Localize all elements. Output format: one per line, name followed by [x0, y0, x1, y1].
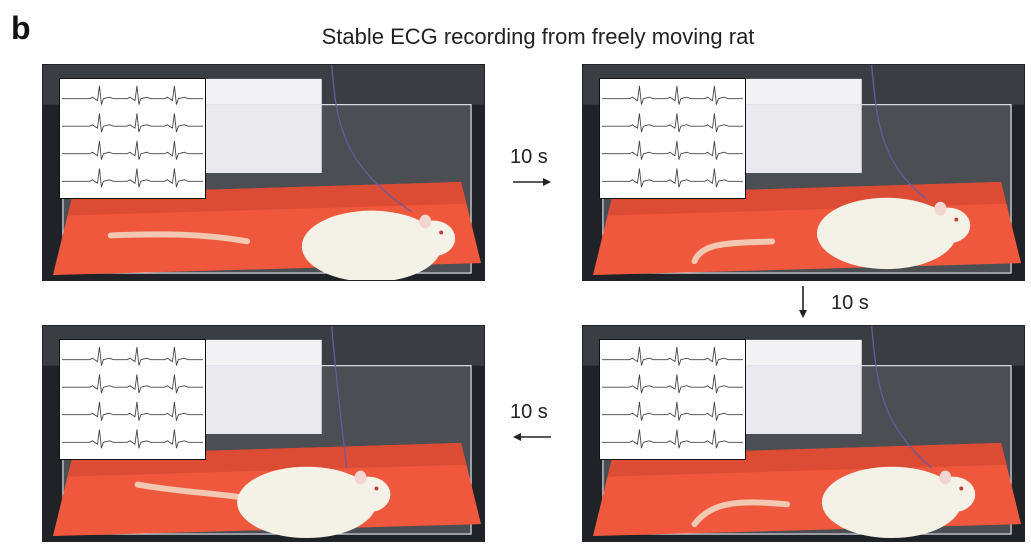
interval-label-3: 10 s [510, 401, 548, 423]
rat-eye [959, 486, 964, 491]
tether-cable [871, 326, 932, 469]
ecg-trace [61, 401, 204, 421]
ecg-inset [59, 78, 206, 199]
ecg-trace [601, 429, 744, 449]
photo-frame-4 [582, 325, 1025, 542]
ecg-trace [601, 140, 744, 160]
ecg-trace [601, 374, 744, 394]
paper-sheet [742, 78, 862, 173]
ecg-inset [599, 78, 746, 199]
scene-image [583, 326, 1024, 541]
ecg-trace [61, 374, 204, 394]
rat-tail [107, 231, 251, 245]
photo-frame-1 [42, 64, 485, 281]
photo-frame-2 [582, 64, 1025, 281]
rat-eye [374, 486, 379, 491]
interval-label-1: 10 s [510, 146, 548, 168]
floor-shade [67, 181, 467, 216]
rat-ear [419, 214, 432, 229]
ecg-trace [61, 429, 204, 449]
ecg-inset [599, 339, 746, 460]
ecg-trace [601, 168, 744, 188]
tether-cable [871, 65, 927, 200]
ecg-inset [59, 339, 206, 460]
figure-title: Stable ECG recording from freely moving … [321, 24, 755, 49]
rat-eye [954, 217, 959, 222]
rat-body [816, 197, 957, 270]
floor-shade [607, 181, 1007, 216]
ecg-trace [61, 113, 204, 133]
ecg-trace [61, 168, 204, 188]
paper-sheet [202, 339, 322, 434]
rat-head [926, 207, 971, 244]
ecg-trace [601, 401, 744, 421]
ecg-trace [601, 346, 744, 366]
rat-head [931, 476, 976, 513]
floor-shade [607, 442, 1007, 477]
rat-tail [691, 238, 776, 265]
photo-frame-3 [42, 325, 485, 542]
rat-ear [939, 470, 952, 485]
tether-cable [331, 65, 412, 213]
tether-cable [331, 326, 348, 468]
arrow-down-icon [799, 286, 807, 318]
ecg-trace [61, 346, 204, 366]
ecg-trace [601, 113, 744, 133]
panel-label: b [11, 10, 31, 46]
floor-shade [67, 442, 467, 477]
rat-body [301, 210, 442, 280]
ecg-trace [601, 85, 744, 105]
rat-body [821, 466, 962, 539]
rat-tail [691, 499, 791, 528]
interval-label-2: 10 s [831, 292, 869, 314]
rat-ear [354, 470, 367, 485]
paper-sheet [742, 339, 862, 434]
arrow-right-icon [513, 178, 551, 186]
ecg-trace [61, 85, 204, 105]
rat-eye [439, 230, 444, 235]
rat-body [237, 466, 377, 539]
arrow-left-icon [513, 433, 551, 441]
ecg-trace [61, 140, 204, 160]
rat-head [346, 476, 391, 513]
rat-head [411, 220, 456, 257]
paper-sheet [202, 78, 322, 173]
rat-ear [934, 201, 947, 216]
